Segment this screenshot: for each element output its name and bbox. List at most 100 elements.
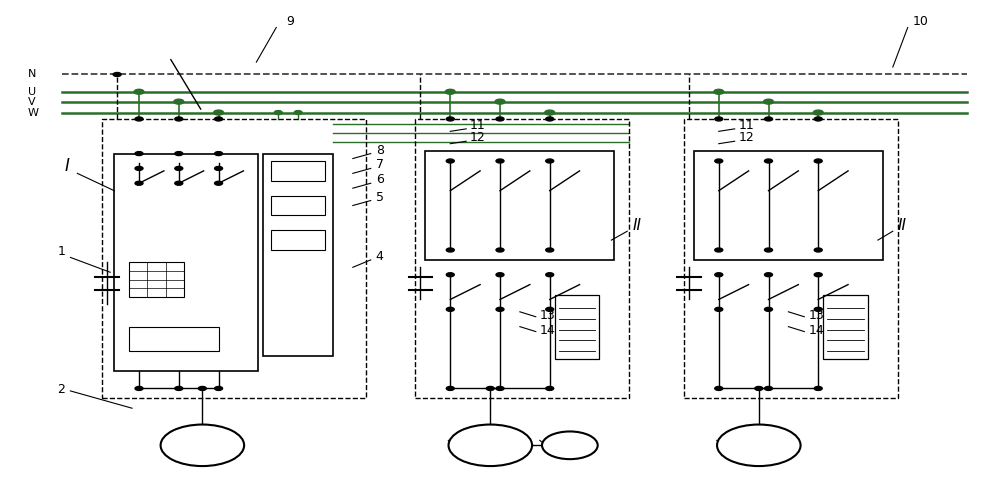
Text: 14: 14 — [540, 324, 556, 337]
Circle shape — [215, 117, 223, 121]
Circle shape — [764, 99, 773, 104]
Circle shape — [446, 272, 454, 276]
Text: 8: 8 — [376, 144, 384, 156]
Text: II: II — [898, 218, 907, 233]
Circle shape — [765, 248, 772, 252]
Bar — [129, 262, 184, 297]
Bar — [271, 230, 325, 250]
Circle shape — [814, 308, 822, 312]
Text: V: V — [28, 96, 35, 106]
Circle shape — [446, 248, 454, 252]
Circle shape — [814, 159, 822, 163]
Text: 12: 12 — [470, 131, 486, 144]
Text: 13: 13 — [808, 309, 824, 322]
Circle shape — [546, 272, 554, 276]
Circle shape — [175, 117, 183, 121]
Circle shape — [715, 248, 723, 252]
Text: 2: 2 — [57, 384, 65, 396]
Circle shape — [161, 424, 244, 466]
Circle shape — [274, 110, 282, 114]
Bar — [823, 294, 868, 359]
Bar — [102, 119, 366, 398]
Circle shape — [496, 117, 504, 121]
Circle shape — [134, 90, 144, 94]
Bar — [555, 294, 599, 359]
Text: 7: 7 — [376, 158, 384, 172]
Circle shape — [215, 166, 223, 170]
Circle shape — [215, 182, 223, 185]
Text: U: U — [28, 87, 36, 97]
Circle shape — [174, 99, 184, 104]
Circle shape — [446, 159, 454, 163]
Circle shape — [175, 386, 183, 390]
Circle shape — [546, 117, 554, 121]
Circle shape — [445, 90, 455, 94]
Circle shape — [715, 272, 723, 276]
Circle shape — [546, 308, 554, 312]
Text: 13: 13 — [540, 309, 556, 322]
Circle shape — [542, 432, 598, 459]
Bar — [694, 151, 883, 260]
Circle shape — [496, 308, 504, 312]
Circle shape — [496, 272, 504, 276]
Circle shape — [814, 272, 822, 276]
Circle shape — [546, 248, 554, 252]
Circle shape — [814, 117, 822, 121]
Circle shape — [294, 110, 302, 114]
Circle shape — [546, 386, 554, 390]
Bar — [129, 326, 219, 351]
Circle shape — [755, 386, 763, 390]
Bar — [415, 119, 629, 398]
Circle shape — [135, 386, 143, 390]
Text: W: W — [28, 108, 39, 118]
Circle shape — [765, 117, 772, 121]
Circle shape — [113, 72, 121, 76]
Circle shape — [765, 308, 772, 312]
Circle shape — [198, 386, 206, 390]
Circle shape — [715, 117, 723, 121]
Text: II: II — [632, 218, 641, 233]
Text: 14: 14 — [808, 324, 824, 337]
Circle shape — [765, 386, 772, 390]
Text: N: N — [28, 70, 36, 80]
Text: 11: 11 — [739, 119, 754, 132]
Text: 5: 5 — [376, 190, 384, 203]
Circle shape — [135, 166, 143, 170]
Bar — [271, 196, 325, 216]
Circle shape — [446, 386, 454, 390]
Circle shape — [446, 117, 454, 121]
Text: 4: 4 — [376, 250, 384, 263]
Circle shape — [135, 117, 143, 121]
Text: 10: 10 — [913, 15, 929, 28]
Circle shape — [215, 152, 223, 156]
Circle shape — [135, 182, 143, 185]
Bar — [114, 154, 258, 371]
Circle shape — [814, 248, 822, 252]
Circle shape — [446, 308, 454, 312]
Text: 11: 11 — [470, 119, 486, 132]
Circle shape — [813, 110, 823, 115]
Text: 1: 1 — [57, 245, 65, 258]
Text: 12: 12 — [739, 131, 754, 144]
Circle shape — [715, 159, 723, 163]
Text: 6: 6 — [376, 174, 384, 186]
Circle shape — [486, 386, 494, 390]
Circle shape — [546, 159, 554, 163]
Circle shape — [495, 99, 505, 104]
Circle shape — [715, 308, 723, 312]
Circle shape — [496, 386, 504, 390]
Circle shape — [717, 424, 801, 466]
Bar — [263, 154, 333, 356]
Circle shape — [496, 248, 504, 252]
Circle shape — [449, 424, 532, 466]
Text: 9: 9 — [286, 15, 294, 28]
Text: 15: 15 — [734, 442, 750, 456]
Text: I: I — [64, 157, 69, 175]
Circle shape — [175, 152, 183, 156]
Circle shape — [765, 159, 772, 163]
Circle shape — [545, 110, 555, 115]
Circle shape — [765, 272, 772, 276]
Circle shape — [175, 182, 183, 185]
Circle shape — [715, 386, 723, 390]
Text: 3: 3 — [560, 445, 568, 458]
